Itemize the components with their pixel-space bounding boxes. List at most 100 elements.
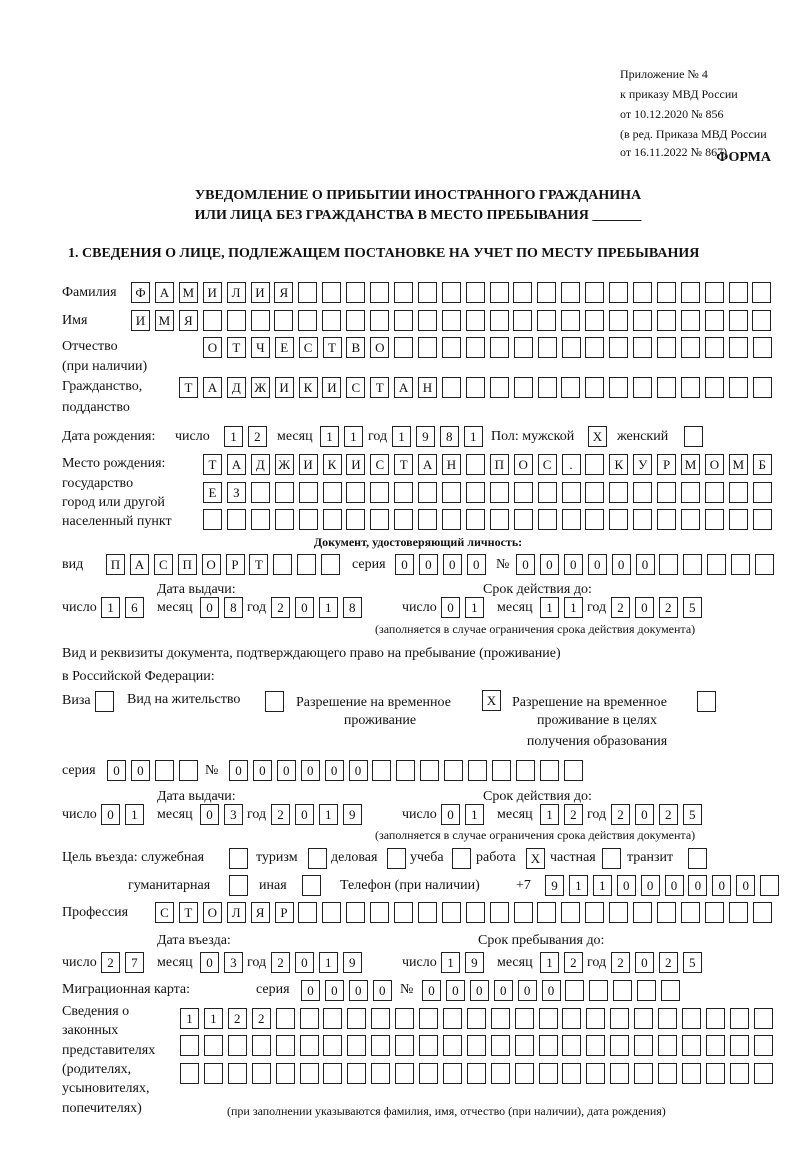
doc-kind-cell[interactable] xyxy=(273,554,293,575)
citizenship-cell[interactable] xyxy=(441,377,461,398)
birthplace-cell[interactable] xyxy=(513,509,533,530)
migration-series-cell[interactable]: 0 xyxy=(301,980,320,1001)
citizenship-cell[interactable]: А xyxy=(202,377,222,398)
representatives-cell[interactable] xyxy=(419,1008,438,1029)
representatives-cell[interactable] xyxy=(681,1008,701,1029)
surname-cell[interactable] xyxy=(393,282,413,303)
doc-valid-year-cell[interactable]: 2 xyxy=(658,597,678,618)
phone-cell[interactable]: 1 xyxy=(592,875,612,896)
birthplace-cell[interactable] xyxy=(752,509,772,530)
birthplace-cell[interactable]: Т xyxy=(203,454,222,475)
patronymic-cell[interactable]: Ч xyxy=(250,337,270,358)
entry-day-cell[interactable]: 2 xyxy=(101,952,120,973)
phone-cell[interactable] xyxy=(760,875,780,896)
representatives-cell[interactable] xyxy=(347,1063,367,1084)
profession-cell[interactable] xyxy=(441,902,461,923)
birthplace-cell[interactable] xyxy=(298,482,318,503)
migration-number-cell[interactable] xyxy=(565,980,585,1001)
migration-number-cell[interactable]: 0 xyxy=(422,980,441,1001)
representatives-cell[interactable] xyxy=(275,1035,295,1056)
entry-year-cell[interactable]: 9 xyxy=(342,952,362,973)
representatives-cell[interactable] xyxy=(729,1035,749,1056)
birth-year-cell[interactable]: 9 xyxy=(415,426,435,447)
migration-number-cell[interactable]: 0 xyxy=(469,980,489,1001)
permit-valid-month-cell[interactable]: 1 xyxy=(540,804,559,825)
surname-cell[interactable] xyxy=(537,282,557,303)
birthplace-cell[interactable] xyxy=(657,482,677,503)
permit-issued-month-cell[interactable]: 0 xyxy=(200,804,219,825)
birthplace-cell[interactable]: . xyxy=(561,454,581,475)
representatives-cell[interactable] xyxy=(634,1008,654,1029)
doc-issued-day-cell[interactable]: 6 xyxy=(124,597,144,618)
birth-month-cell[interactable]: 1 xyxy=(343,426,363,447)
citizenship-cell[interactable] xyxy=(609,377,629,398)
representatives-cell[interactable] xyxy=(658,1063,677,1084)
stay-until-day-cell[interactable]: 9 xyxy=(464,952,484,973)
name-cell[interactable] xyxy=(298,310,318,331)
representatives-cell[interactable] xyxy=(371,1008,391,1029)
representatives-cell[interactable] xyxy=(658,1008,677,1029)
patronymic-cell[interactable] xyxy=(681,337,700,358)
migration-number-cell[interactable]: 0 xyxy=(541,980,561,1001)
surname-cell[interactable] xyxy=(632,282,652,303)
permit-issued-day-cell[interactable]: 1 xyxy=(124,804,144,825)
birthplace-cell[interactable]: Ж xyxy=(274,454,294,475)
representatives-cell[interactable] xyxy=(227,1063,247,1084)
representatives-cell[interactable] xyxy=(490,1035,510,1056)
patronymic-cell[interactable] xyxy=(585,337,605,358)
representatives-cell[interactable] xyxy=(299,1063,319,1084)
representatives-cell[interactable] xyxy=(729,1008,749,1029)
representatives-cell[interactable] xyxy=(634,1035,654,1056)
profession-cell[interactable] xyxy=(561,902,581,923)
migration-series-cell[interactable]: 0 xyxy=(372,980,392,1001)
surname-cell[interactable] xyxy=(370,282,389,303)
patronymic-cell[interactable] xyxy=(394,337,414,358)
birthplace-cell[interactable] xyxy=(322,482,342,503)
birthplace-cell[interactable]: С xyxy=(537,454,557,475)
birthplace-cell[interactable] xyxy=(633,482,653,503)
birthplace-cell[interactable] xyxy=(370,482,390,503)
purpose-business-checkbox[interactable] xyxy=(387,848,406,869)
representatives-cell[interactable] xyxy=(466,1035,486,1056)
name-cell[interactable] xyxy=(226,310,246,331)
permit-number-cell[interactable]: 0 xyxy=(348,760,368,781)
permit-issued-day-cell[interactable]: 0 xyxy=(101,804,120,825)
profession-cell[interactable] xyxy=(656,902,676,923)
doc-kind-cell[interactable]: Т xyxy=(249,554,269,575)
patronymic-cell[interactable] xyxy=(561,337,581,358)
permit-issued-month-cell[interactable]: 3 xyxy=(223,804,243,825)
doc-issued-month-cell[interactable]: 0 xyxy=(200,597,219,618)
birthplace-cell[interactable]: У xyxy=(633,454,653,475)
representatives-cell[interactable] xyxy=(658,1035,677,1056)
permit-valid-day-cell[interactable]: 0 xyxy=(441,804,460,825)
name-cell[interactable]: Я xyxy=(178,310,198,331)
doc-valid-month-cell[interactable]: 1 xyxy=(540,597,559,618)
doc-kind-cell[interactable]: П xyxy=(177,554,197,575)
purpose-humanitarian-checkbox[interactable] xyxy=(229,875,248,896)
birthplace-cell[interactable] xyxy=(465,509,485,530)
permit-issued-year-cell[interactable]: 9 xyxy=(342,804,362,825)
profession-cell[interactable] xyxy=(680,902,700,923)
patronymic-cell[interactable]: О xyxy=(203,337,222,358)
profession-cell[interactable] xyxy=(298,902,318,923)
doc-valid-year-cell[interactable]: 5 xyxy=(682,597,702,618)
surname-cell[interactable] xyxy=(513,282,533,303)
doc-kind-cell[interactable] xyxy=(321,554,341,575)
representatives-cell[interactable] xyxy=(610,1008,630,1029)
permit-valid-year-cell[interactable]: 5 xyxy=(682,804,702,825)
doc-number-cell[interactable] xyxy=(659,554,679,575)
representatives-cell[interactable] xyxy=(586,1035,606,1056)
permit-issued-year-cell[interactable]: 0 xyxy=(294,804,314,825)
name-cell[interactable] xyxy=(728,310,748,331)
name-cell[interactable] xyxy=(417,310,437,331)
representatives-cell[interactable] xyxy=(347,1008,367,1029)
doc-issued-year-cell[interactable]: 1 xyxy=(318,597,338,618)
name-cell[interactable] xyxy=(656,310,676,331)
representatives-cell[interactable] xyxy=(442,1063,462,1084)
stay-until-day-cell[interactable]: 1 xyxy=(441,952,460,973)
representatives-cell[interactable] xyxy=(466,1008,486,1029)
migration-series-cell[interactable]: 0 xyxy=(348,980,368,1001)
birthplace-cell[interactable]: И xyxy=(346,454,366,475)
surname-cell[interactable] xyxy=(704,282,724,303)
doc-kind-cell[interactable]: О xyxy=(201,554,221,575)
